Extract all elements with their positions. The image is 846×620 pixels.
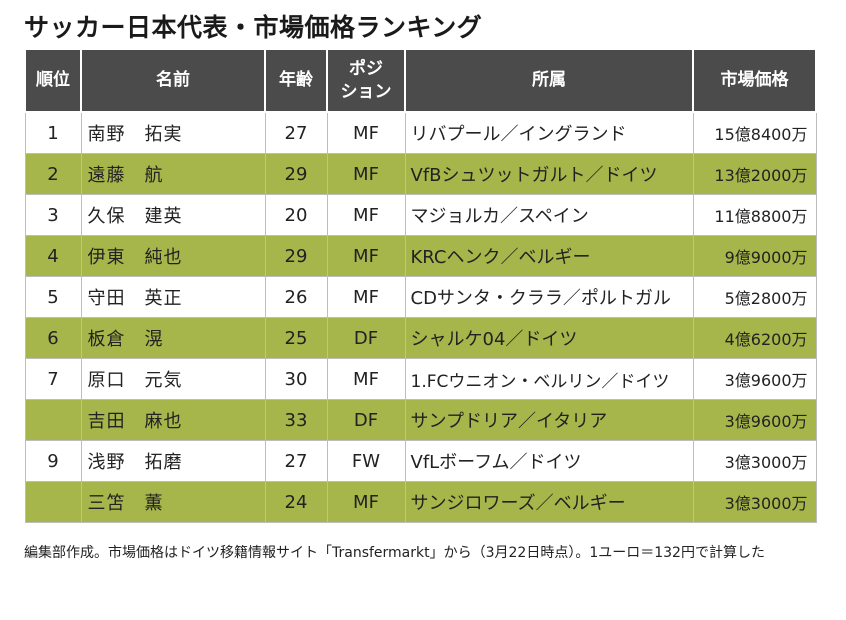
cell-market-value: 3億9600万 (692, 358, 817, 400)
header-position-line1: ポジ (349, 58, 383, 79)
cell-name: 原口 元気 (80, 358, 266, 400)
cell-position: DF (326, 399, 406, 441)
cell-name: 浅野 拓磨 (80, 440, 266, 482)
cell-position: MF (326, 235, 406, 277)
cell-age: 27 (264, 440, 328, 482)
cell-name: 三笘 薫 (80, 481, 266, 523)
cell-club: マジョルカ／スペイン (404, 194, 694, 236)
cell-position: MF (326, 194, 406, 236)
table-row: 5 守田 英正 26 MF CDサンタ・クララ／ポルトガル 5億2800万 (24, 276, 817, 318)
page-title: サッカー日本代表・市場価格ランキング (24, 13, 483, 42)
cell-name: 吉田 麻也 (80, 399, 266, 441)
cell-position: MF (326, 276, 406, 318)
cell-club: シャルケ04／ドイツ (404, 317, 694, 359)
cell-age: 24 (264, 481, 328, 523)
cell-rank: 5 (24, 276, 82, 318)
cell-rank (24, 399, 82, 441)
cell-age: 26 (264, 276, 328, 318)
header-value: 市場価格 (692, 48, 817, 113)
cell-name: 南野 拓実 (80, 111, 266, 154)
table-row: 7 原口 元気 30 MF 1.FCウニオン・ベルリン／ドイツ 3億9600万 (24, 358, 817, 400)
footnote: 編集部作成。市場価格はドイツ移籍情報サイト「Transfermarkt」から（3… (24, 545, 765, 561)
cell-rank: 7 (24, 358, 82, 400)
cell-rank: 4 (24, 235, 82, 277)
table-row: 三笘 薫 24 MF サンジロワーズ／ベルギー 3億3000万 (24, 481, 817, 523)
cell-age: 20 (264, 194, 328, 236)
cell-rank: 2 (24, 153, 82, 195)
cell-name: 守田 英正 (80, 276, 266, 318)
cell-market-value: 11億8800万 (692, 194, 817, 236)
header-position-line2: ション (340, 81, 392, 102)
cell-market-value: 5億2800万 (692, 276, 817, 318)
cell-market-value: 9億9000万 (692, 235, 817, 277)
table-header-row: 順位 名前 年齢 ポジ ション 所属 市場価格 (24, 48, 817, 113)
cell-rank: 1 (24, 111, 82, 154)
cell-age: 30 (264, 358, 328, 400)
cell-club: VfLボーフム／ドイツ (404, 440, 694, 482)
table-row: 1 南野 拓実 27 MF リバプール／イングランド 15億8400万 (24, 111, 817, 154)
cell-club: VfBシュツットガルト／ドイツ (404, 153, 694, 195)
header-name: 名前 (80, 48, 266, 113)
cell-position: MF (326, 111, 406, 154)
cell-age: 25 (264, 317, 328, 359)
cell-position: DF (326, 317, 406, 359)
table-row: 4 伊東 純也 29 MF KRCヘンク／ベルギー 9億9000万 (24, 235, 817, 277)
cell-club: リバプール／イングランド (404, 111, 694, 154)
table-row: 6 板倉 滉 25 DF シャルケ04／ドイツ 4億6200万 (24, 317, 817, 359)
cell-position: MF (326, 153, 406, 195)
table-row: 2 遠藤 航 29 MF VfBシュツットガルト／ドイツ 13億2000万 (24, 153, 817, 195)
header-rank: 順位 (24, 48, 82, 113)
cell-market-value: 3億9600万 (692, 399, 817, 441)
cell-club: KRCヘンク／ベルギー (404, 235, 694, 277)
header-position: ポジ ション (326, 48, 406, 113)
cell-market-value: 3億3000万 (692, 481, 817, 523)
table-row: 吉田 麻也 33 DF サンプドリア／イタリア 3億9600万 (24, 399, 817, 441)
cell-age: 27 (264, 111, 328, 154)
cell-market-value: 3億3000万 (692, 440, 817, 482)
header-club: 所属 (404, 48, 694, 113)
header-age: 年齢 (264, 48, 328, 113)
cell-name: 久保 建英 (80, 194, 266, 236)
ranking-table: 順位 名前 年齢 ポジ ション 所属 市場価格 1 南野 拓実 27 MF リバプ… (24, 48, 817, 523)
cell-name: 遠藤 航 (80, 153, 266, 195)
cell-club: サンプドリア／イタリア (404, 399, 694, 441)
cell-club: 1.FCウニオン・ベルリン／ドイツ (404, 358, 694, 400)
cell-rank (24, 481, 82, 523)
cell-age: 33 (264, 399, 328, 441)
cell-name: 伊東 純也 (80, 235, 266, 277)
cell-position: MF (326, 358, 406, 400)
cell-market-value: 4億6200万 (692, 317, 817, 359)
cell-age: 29 (264, 235, 328, 277)
table-row: 3 久保 建英 20 MF マジョルカ／スペイン 11億8800万 (24, 194, 817, 236)
cell-age: 29 (264, 153, 328, 195)
cell-position: MF (326, 481, 406, 523)
cell-market-value: 15億8400万 (692, 111, 817, 154)
cell-rank: 9 (24, 440, 82, 482)
cell-rank: 6 (24, 317, 82, 359)
cell-club: CDサンタ・クララ／ポルトガル (404, 276, 694, 318)
table-row: 9 浅野 拓磨 27 FW VfLボーフム／ドイツ 3億3000万 (24, 440, 817, 482)
cell-rank: 3 (24, 194, 82, 236)
cell-club: サンジロワーズ／ベルギー (404, 481, 694, 523)
cell-name: 板倉 滉 (80, 317, 266, 359)
cell-market-value: 13億2000万 (692, 153, 817, 195)
cell-position: FW (326, 440, 406, 482)
